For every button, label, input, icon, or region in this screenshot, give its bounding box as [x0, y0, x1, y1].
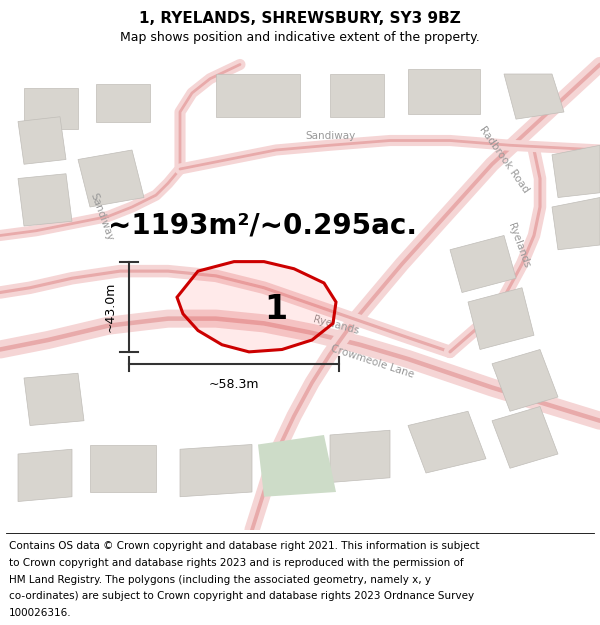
- Text: 1: 1: [265, 292, 287, 326]
- Polygon shape: [78, 150, 144, 207]
- Polygon shape: [90, 444, 156, 492]
- Polygon shape: [216, 74, 300, 117]
- Polygon shape: [552, 145, 600, 198]
- Text: Sandiway: Sandiway: [305, 131, 355, 141]
- Text: ~58.3m: ~58.3m: [209, 378, 259, 391]
- Polygon shape: [504, 74, 564, 119]
- Polygon shape: [18, 117, 66, 164]
- Polygon shape: [258, 435, 336, 497]
- Polygon shape: [408, 411, 486, 473]
- Polygon shape: [18, 174, 72, 226]
- Polygon shape: [24, 373, 84, 426]
- Polygon shape: [492, 349, 558, 411]
- Text: 100026316.: 100026316.: [9, 608, 71, 618]
- Polygon shape: [24, 88, 78, 129]
- Text: Contains OS data © Crown copyright and database right 2021. This information is : Contains OS data © Crown copyright and d…: [9, 541, 479, 551]
- Text: Crowmeole Lane: Crowmeole Lane: [329, 343, 415, 379]
- Polygon shape: [468, 288, 534, 349]
- Polygon shape: [450, 236, 516, 292]
- Text: ~43.0m: ~43.0m: [104, 281, 117, 332]
- Text: ~1193m²/~0.295ac.: ~1193m²/~0.295ac.: [108, 212, 417, 240]
- Text: Ryelands: Ryelands: [506, 221, 532, 269]
- Polygon shape: [552, 198, 600, 250]
- Polygon shape: [408, 69, 480, 114]
- Polygon shape: [330, 74, 384, 117]
- Polygon shape: [177, 262, 336, 352]
- Text: co-ordinates) are subject to Crown copyright and database rights 2023 Ordnance S: co-ordinates) are subject to Crown copyr…: [9, 591, 474, 601]
- Polygon shape: [330, 430, 390, 482]
- Text: Map shows position and indicative extent of the property.: Map shows position and indicative extent…: [120, 31, 480, 44]
- Polygon shape: [180, 444, 252, 497]
- Polygon shape: [18, 449, 72, 501]
- Polygon shape: [492, 406, 558, 468]
- Text: HM Land Registry. The polygons (including the associated geometry, namely x, y: HM Land Registry. The polygons (includin…: [9, 574, 431, 584]
- Text: 1, RYELANDS, SHREWSBURY, SY3 9BZ: 1, RYELANDS, SHREWSBURY, SY3 9BZ: [139, 11, 461, 26]
- Text: Ryelands: Ryelands: [312, 315, 360, 337]
- Text: Sandiway: Sandiway: [89, 191, 115, 242]
- Text: to Crown copyright and database rights 2023 and is reproduced with the permissio: to Crown copyright and database rights 2…: [9, 558, 464, 568]
- Polygon shape: [96, 84, 150, 121]
- Text: Radbrook Road: Radbrook Road: [478, 124, 530, 194]
